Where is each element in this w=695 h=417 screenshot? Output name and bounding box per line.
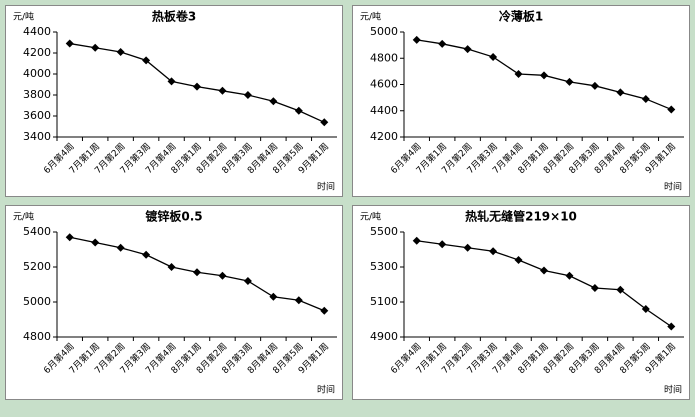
marker bbox=[65, 233, 74, 242]
marker bbox=[193, 268, 201, 277]
marker bbox=[218, 271, 227, 280]
y-tick-label: 4600 bbox=[370, 78, 398, 91]
y-tick-label: 5000 bbox=[23, 295, 51, 308]
chart-panel: 元/吨 镀锌板0.5时间48005000520054006月第4周7月第1周7月第… bbox=[5, 205, 343, 400]
marker bbox=[540, 71, 548, 80]
marker bbox=[667, 105, 676, 114]
panel-background bbox=[352, 205, 690, 400]
panel-background bbox=[5, 5, 343, 197]
chart-panel: 元/吨 热轧无缝管219×10时间49005100530055006月第4周7月第… bbox=[352, 205, 690, 400]
marker bbox=[412, 236, 421, 245]
marker bbox=[91, 43, 100, 52]
chart-title: 冷薄板1 bbox=[499, 9, 543, 24]
marker bbox=[167, 263, 176, 271]
y-axis-label: 元/吨 bbox=[360, 11, 381, 23]
chart-panel: 元/吨 热板卷3时间3400360038004000420044006月第4周7月… bbox=[5, 5, 343, 197]
y-tick-label: 5000 bbox=[370, 25, 398, 38]
y-axis-label: 元/吨 bbox=[13, 211, 34, 223]
chart-title: 镀锌板0.5 bbox=[145, 209, 202, 224]
x-axis-label: 时间 bbox=[317, 384, 335, 396]
y-tick-label: 4000 bbox=[23, 67, 51, 80]
marker bbox=[565, 271, 574, 280]
marker bbox=[489, 52, 498, 61]
marker bbox=[320, 306, 329, 315]
y-tick-label: 3600 bbox=[23, 109, 51, 122]
marker bbox=[667, 322, 676, 331]
marker bbox=[540, 266, 548, 275]
marker bbox=[91, 238, 100, 247]
marker bbox=[641, 305, 650, 313]
y-tick-label: 4400 bbox=[23, 25, 51, 38]
panel-background bbox=[352, 5, 690, 197]
marker bbox=[616, 88, 625, 97]
marker bbox=[590, 284, 599, 292]
y-axis-label: 元/吨 bbox=[360, 211, 381, 223]
marker bbox=[269, 292, 278, 301]
y-tick-label: 5500 bbox=[370, 225, 398, 238]
marker bbox=[243, 91, 252, 99]
y-tick-label: 4400 bbox=[370, 104, 398, 117]
marker bbox=[514, 256, 523, 264]
x-axis-label: 时间 bbox=[317, 181, 335, 193]
y-tick-label: 4900 bbox=[370, 330, 398, 343]
chart-panel: 元/吨 冷薄板1时间420044004600480050006月第4周7月第1周7… bbox=[352, 5, 690, 197]
marker bbox=[116, 47, 125, 56]
marker bbox=[590, 81, 599, 90]
marker bbox=[514, 70, 523, 78]
x-axis-label: 时间 bbox=[664, 384, 682, 396]
marker bbox=[641, 94, 650, 103]
marker bbox=[193, 82, 201, 91]
x-axis-label: 时间 bbox=[664, 181, 682, 193]
marker bbox=[243, 277, 252, 285]
chart-title: 热板卷3 bbox=[152, 9, 196, 24]
marker bbox=[218, 86, 227, 95]
y-tick-label: 4800 bbox=[370, 51, 398, 64]
y-tick-label: 4800 bbox=[23, 330, 51, 343]
marker bbox=[269, 97, 278, 106]
y-tick-label: 3400 bbox=[23, 130, 51, 143]
y-tick-label: 5300 bbox=[370, 260, 398, 273]
marker bbox=[412, 35, 421, 44]
y-tick-label: 5400 bbox=[23, 225, 51, 238]
marker bbox=[438, 39, 447, 48]
marker bbox=[294, 106, 303, 115]
marker bbox=[616, 285, 625, 294]
marker bbox=[142, 250, 151, 259]
marker bbox=[142, 56, 151, 65]
chart-title: 热轧无缝管219×10 bbox=[465, 209, 577, 224]
y-tick-label: 3800 bbox=[23, 88, 51, 101]
marker bbox=[438, 240, 447, 249]
marker bbox=[565, 77, 574, 86]
marker bbox=[294, 296, 303, 305]
marker bbox=[167, 77, 176, 86]
marker bbox=[65, 39, 74, 48]
marker bbox=[116, 243, 125, 252]
marker bbox=[489, 247, 498, 256]
marker bbox=[320, 118, 329, 127]
marker bbox=[463, 45, 472, 54]
panel-background bbox=[5, 205, 343, 400]
marker bbox=[463, 243, 472, 252]
y-axis-label: 元/吨 bbox=[13, 11, 34, 23]
y-tick-label: 4200 bbox=[23, 46, 51, 59]
y-tick-label: 4200 bbox=[370, 130, 398, 143]
y-tick-label: 5100 bbox=[370, 295, 398, 308]
y-tick-label: 5200 bbox=[23, 260, 51, 273]
